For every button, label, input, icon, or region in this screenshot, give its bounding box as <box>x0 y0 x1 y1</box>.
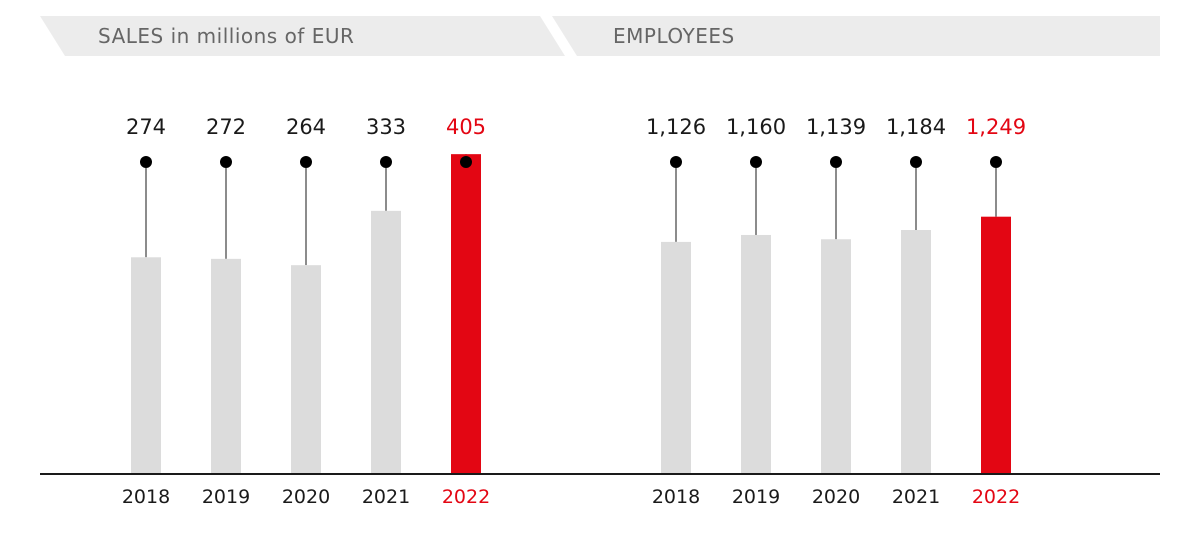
sales-value-label-2020: 264 <box>286 115 326 139</box>
employees-value-label-2022: 1,249 <box>966 115 1026 139</box>
sales-dot-2022 <box>460 156 472 168</box>
employees-dot-2019 <box>750 156 762 168</box>
sales-year-label-2022: 2022 <box>442 486 490 508</box>
employees-value-label-2021: 1,184 <box>886 115 946 139</box>
employees-value-label-2018: 1,126 <box>646 115 706 139</box>
sales-chart: 274 2018 272 2019 264 2020 333 2021 405 2022 <box>122 115 490 508</box>
employees-year-label-2022: 2022 <box>972 486 1020 508</box>
sales-header-banner <box>40 16 565 56</box>
employees-dot-2020 <box>830 156 842 168</box>
sales-bar-2022 <box>451 154 481 473</box>
employees-bar-2018 <box>661 241 691 473</box>
sales-dot-2020 <box>300 156 312 168</box>
sales-year-label-2019: 2019 <box>202 486 250 508</box>
employees-chart-title: EMPLOYEES <box>613 24 735 48</box>
employees-year-label-2018: 2018 <box>652 486 700 508</box>
sales-dot-2021 <box>380 156 392 168</box>
employees-bar-2019 <box>741 234 771 473</box>
employees-value-label-2020: 1,139 <box>806 115 866 139</box>
sales-bar-2021 <box>371 210 401 473</box>
sales-chart-title: SALES in millions of EUR <box>98 24 354 48</box>
employees-year-label-2021: 2021 <box>892 486 940 508</box>
sales-bar-2020 <box>291 265 321 473</box>
sales-value-label-2019: 272 <box>206 115 246 139</box>
sales-year-label-2018: 2018 <box>122 486 170 508</box>
sales-year-label-2021: 2021 <box>362 486 410 508</box>
sales-dot-2019 <box>220 156 232 168</box>
employees-header-banner <box>552 16 1160 56</box>
sales-value-label-2018: 274 <box>126 115 166 139</box>
employees-bar-2020 <box>821 239 851 473</box>
employees-value-label-2019: 1,160 <box>726 115 786 139</box>
sales-value-label-2021: 333 <box>366 115 406 139</box>
sales-year-label-2020: 2020 <box>282 486 330 508</box>
sales-value-label-2022: 405 <box>446 115 486 139</box>
employees-chart: 1,126 2018 1,160 2019 1,139 2020 1,184 2021 1,24… <box>646 115 1026 508</box>
employees-dot-2022 <box>990 156 1002 168</box>
employees-year-label-2020: 2020 <box>812 486 860 508</box>
employees-year-label-2019: 2019 <box>732 486 780 508</box>
employees-dot-2018 <box>670 156 682 168</box>
sales-dot-2018 <box>140 156 152 168</box>
sales-bar-2018 <box>131 257 161 473</box>
employees-dot-2021 <box>910 156 922 168</box>
employees-bar-2022 <box>981 216 1011 473</box>
sales-bar-2019 <box>211 258 241 473</box>
employees-bar-2021 <box>901 230 931 473</box>
